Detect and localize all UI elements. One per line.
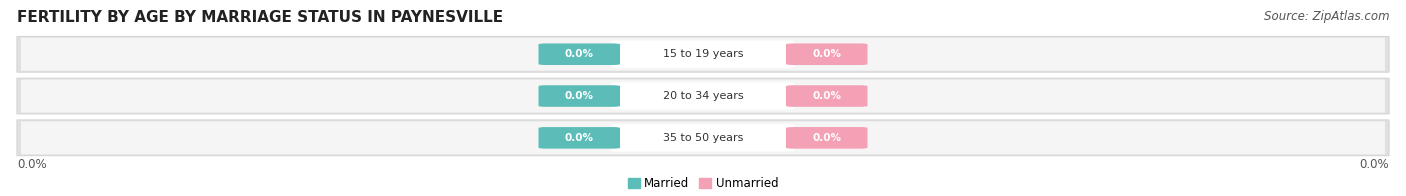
Text: 0.0%: 0.0% (17, 158, 46, 171)
Text: 15 to 19 years: 15 to 19 years (662, 49, 744, 59)
Text: 0.0%: 0.0% (813, 133, 841, 143)
FancyBboxPatch shape (21, 121, 1385, 154)
FancyBboxPatch shape (538, 127, 620, 149)
Text: 0.0%: 0.0% (565, 91, 593, 101)
FancyBboxPatch shape (17, 36, 1389, 72)
FancyBboxPatch shape (538, 85, 620, 107)
FancyBboxPatch shape (21, 38, 1385, 71)
FancyBboxPatch shape (17, 120, 1389, 156)
Text: 0.0%: 0.0% (813, 91, 841, 101)
FancyBboxPatch shape (786, 127, 868, 149)
Text: Source: ZipAtlas.com: Source: ZipAtlas.com (1264, 10, 1389, 23)
Legend: Married, Unmarried: Married, Unmarried (628, 177, 778, 190)
Text: 0.0%: 0.0% (1360, 158, 1389, 171)
Text: 0.0%: 0.0% (565, 133, 593, 143)
Text: 20 to 34 years: 20 to 34 years (662, 91, 744, 101)
FancyBboxPatch shape (786, 85, 868, 107)
FancyBboxPatch shape (612, 82, 794, 110)
Text: 35 to 50 years: 35 to 50 years (662, 133, 744, 143)
FancyBboxPatch shape (612, 124, 794, 152)
FancyBboxPatch shape (538, 44, 620, 65)
Text: 0.0%: 0.0% (565, 49, 593, 59)
Text: 0.0%: 0.0% (813, 49, 841, 59)
Text: FERTILITY BY AGE BY MARRIAGE STATUS IN PAYNESVILLE: FERTILITY BY AGE BY MARRIAGE STATUS IN P… (17, 10, 503, 25)
FancyBboxPatch shape (21, 80, 1385, 113)
FancyBboxPatch shape (786, 44, 868, 65)
FancyBboxPatch shape (17, 78, 1389, 114)
FancyBboxPatch shape (612, 41, 794, 68)
